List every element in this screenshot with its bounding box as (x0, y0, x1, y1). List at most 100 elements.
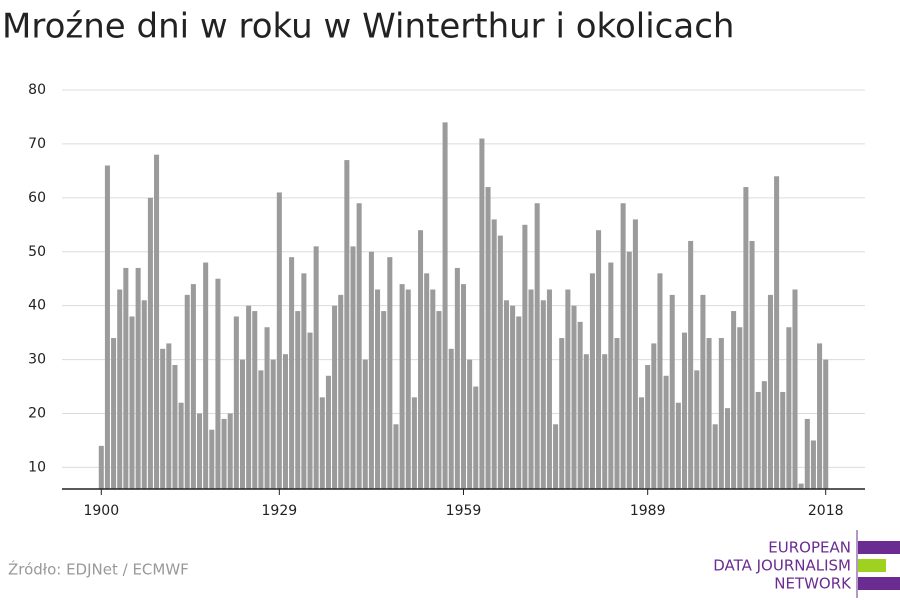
bar (553, 424, 559, 489)
bar (209, 429, 215, 489)
logo-bar (858, 541, 900, 554)
bar (178, 402, 184, 489)
bar (780, 391, 786, 489)
bar (221, 418, 227, 489)
x-tick-label: 2018 (808, 503, 844, 519)
bar (117, 289, 123, 489)
y-tick-label: 20 (28, 406, 46, 422)
bar (639, 397, 645, 489)
bar (411, 397, 417, 489)
bar (454, 267, 460, 489)
bar (184, 294, 190, 489)
bar (276, 192, 282, 489)
x-tick-label: 1959 (446, 503, 482, 519)
bar (522, 224, 528, 489)
y-tick-label: 30 (28, 352, 46, 368)
bar (295, 311, 301, 489)
bar (810, 440, 816, 489)
bar (239, 359, 246, 489)
bar (362, 359, 368, 489)
bar (338, 294, 344, 489)
bar (731, 311, 737, 489)
bar (516, 316, 522, 489)
bar (706, 338, 712, 489)
logo-text: DATA JOURNALISM (713, 557, 851, 575)
bar (104, 165, 110, 489)
bar (227, 413, 233, 489)
logo-text: EUROPEAN (768, 539, 851, 557)
bar (129, 316, 135, 489)
bar (430, 289, 436, 489)
bar (160, 348, 166, 489)
bar (350, 246, 356, 489)
bar (767, 294, 773, 489)
bar (442, 122, 448, 489)
bar (172, 364, 178, 489)
bar (761, 381, 767, 489)
bar (215, 278, 221, 489)
bar (344, 160, 350, 489)
bar (147, 197, 153, 490)
bar (540, 300, 546, 489)
bar (270, 359, 276, 489)
logo-text: NETWORK (774, 575, 852, 593)
bar (823, 359, 829, 489)
bar (448, 348, 454, 489)
bar (577, 321, 583, 489)
y-tick-label: 60 (28, 190, 46, 206)
bar (645, 364, 651, 489)
bar (467, 359, 473, 489)
bar (602, 354, 608, 489)
bar (675, 402, 681, 489)
bar (596, 230, 602, 489)
bar (491, 219, 497, 490)
bar (626, 251, 632, 489)
bar (632, 219, 638, 490)
bar (233, 316, 239, 489)
bar (700, 294, 706, 489)
bar (356, 203, 362, 489)
bar (651, 343, 657, 489)
bar (368, 251, 374, 489)
bar (203, 262, 209, 489)
y-tick-label: 40 (28, 298, 46, 314)
bar (657, 273, 663, 489)
bar (258, 370, 264, 489)
bar (405, 289, 411, 489)
bar (712, 424, 718, 489)
bar (755, 391, 761, 489)
logo-bar (858, 559, 886, 572)
bar (282, 354, 288, 489)
bar (289, 257, 295, 489)
bar (817, 343, 823, 489)
bar (393, 424, 399, 489)
x-tick-label: 1989 (630, 503, 666, 519)
y-tick-label: 70 (28, 136, 46, 152)
y-tick-label: 50 (28, 244, 46, 260)
bar (718, 338, 724, 489)
bar (325, 375, 331, 489)
bar (583, 354, 589, 489)
bar (688, 240, 694, 489)
bar (608, 262, 614, 489)
bar (141, 300, 147, 489)
x-tick-label: 1900 (83, 503, 119, 519)
bar (473, 386, 479, 489)
bar (804, 418, 810, 489)
bar (792, 289, 798, 489)
bar (497, 235, 503, 489)
bar (154, 154, 160, 489)
bar (252, 311, 258, 489)
bar (436, 311, 442, 489)
bar (460, 284, 467, 489)
bar (387, 257, 393, 489)
source: Źródło: EDJNet / ECMWF (8, 560, 189, 579)
bar (98, 445, 104, 489)
bar (332, 305, 338, 489)
bar (546, 289, 552, 489)
bar (774, 176, 780, 489)
bar (614, 338, 620, 489)
bar (135, 267, 141, 489)
bar (786, 327, 792, 489)
